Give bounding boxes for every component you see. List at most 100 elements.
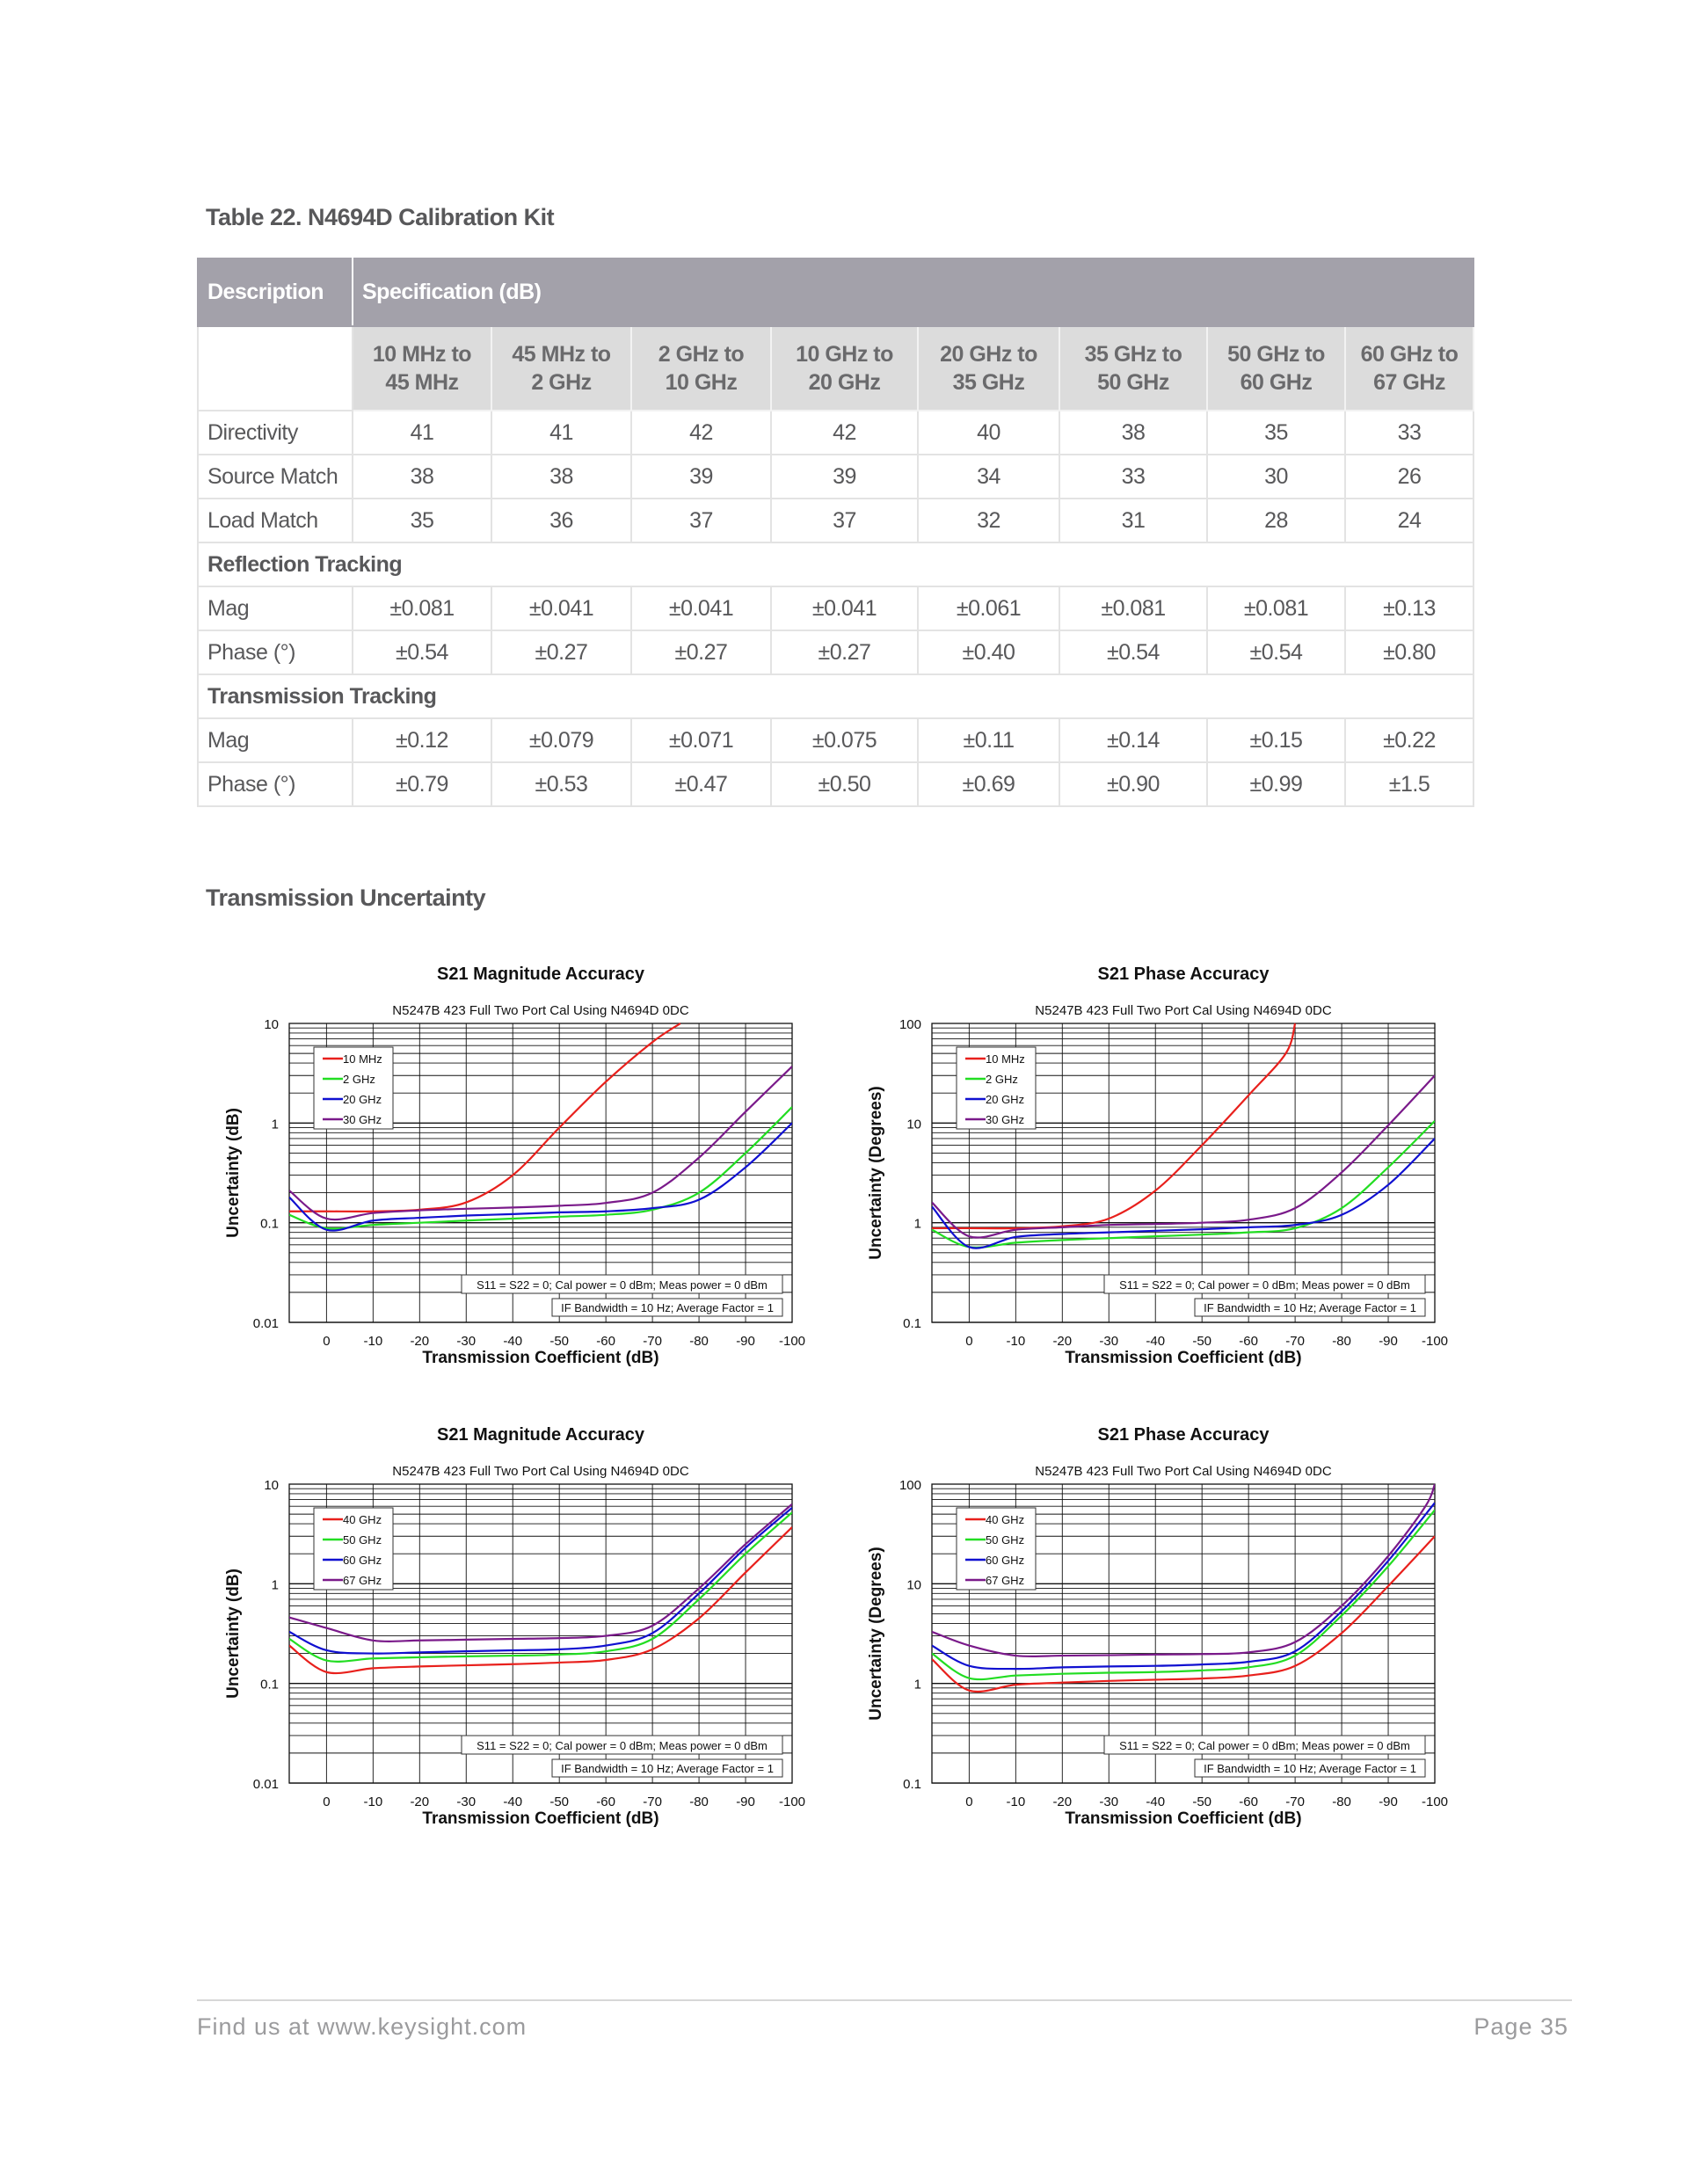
- x-tick-label: -90: [736, 1795, 755, 1809]
- spec-value: ±0.15: [1206, 717, 1346, 763]
- spec-value: ±0.69: [917, 761, 1060, 807]
- chart-title: S21 Magnitude Accuracy: [437, 1425, 645, 1445]
- y-tick-label: 0.01: [253, 1316, 279, 1331]
- x-tick-label: -10: [363, 1334, 382, 1349]
- x-axis-label: Transmission Coefficient (dB): [1065, 1349, 1301, 1367]
- annotation-box: [1194, 1298, 1426, 1317]
- y-tick-label: 1: [272, 1577, 279, 1592]
- table-row: Phase (°) ±0.54 ±0.27 ±0.27 ±0.27 ±0.40 ±0.54 ±…: [197, 630, 1475, 675]
- x-tick-label: -90: [736, 1334, 755, 1349]
- spec-value: 42: [770, 410, 919, 455]
- spec-value: 30: [1206, 454, 1346, 499]
- y-tick-label: 1: [272, 1117, 279, 1132]
- chart-title: S21 Phase Accuracy: [1098, 1425, 1270, 1445]
- series-line-20-ghz: [289, 1122, 792, 1232]
- legend-label: 20 GHz: [343, 1093, 382, 1106]
- annotation-text: S11 = S22 = 0; Cal power = 0 dBm; Meas p…: [1119, 1278, 1410, 1292]
- x-tick-label: -50: [549, 1795, 569, 1809]
- series-line-20-ghz: [932, 1138, 1435, 1249]
- annotation-box: [551, 1298, 783, 1317]
- y-tick-label: 10: [264, 1478, 279, 1493]
- row-label: Source Match: [197, 454, 353, 499]
- s21-phase-chart-low-freq: S21 Phase Accuracy N5247B 423 Full Two Po…: [867, 965, 1448, 1367]
- x-tick-label: -20: [1052, 1795, 1072, 1809]
- series-line-2-ghz: [289, 1106, 792, 1230]
- y-tick-label: 1: [914, 1217, 921, 1232]
- blank-header-cell: [197, 325, 353, 411]
- spec-value: ±1.5: [1343, 761, 1475, 807]
- spec-value: 36: [491, 498, 632, 543]
- x-axis-label: Transmission Coefficient (dB): [422, 1349, 658, 1367]
- annotation-text: IF Bandwidth = 10 Hz; Average Factor = 1: [1204, 1301, 1416, 1314]
- footer-divider: [197, 1999, 1572, 2001]
- y-tick-label: 10: [906, 1577, 921, 1592]
- legend-label: 10 MHz: [986, 1052, 1025, 1066]
- y-tick-label: 0.1: [260, 1678, 279, 1693]
- spec-value: ±0.40: [917, 630, 1060, 675]
- x-tick-label: 0: [965, 1334, 972, 1349]
- legend-label: 2 GHz: [986, 1073, 1018, 1086]
- spec-value: ±0.27: [491, 630, 632, 675]
- column-header: 10 GHz to 20 GHz: [770, 325, 919, 411]
- x-tick-label: -60: [1239, 1334, 1258, 1349]
- x-tick-label: -20: [1052, 1334, 1072, 1349]
- y-axis-label: Uncertainty (Degrees): [867, 1086, 885, 1259]
- section-title: Transmission Uncertainty: [206, 885, 486, 911]
- x-tick-label: -100: [779, 1795, 805, 1809]
- chart-subtitle: N5247B 423 Full Two Port Cal Using N4694…: [1035, 1464, 1332, 1479]
- annotation-box: [1103, 1735, 1426, 1755]
- y-axis-label: Uncertainty (dB): [224, 1569, 243, 1699]
- y-tick-label: 0.1: [903, 1316, 921, 1331]
- x-tick-label: -100: [1422, 1334, 1448, 1349]
- column-header: 35 GHz to 50 GHz: [1059, 325, 1208, 411]
- legend: 10 MHz 2 GHz 20 GHz 30 GHz: [313, 1046, 394, 1130]
- series-line-60-ghz: [932, 1502, 1435, 1671]
- spec-value: ±0.54: [1206, 630, 1346, 675]
- spec-value: 26: [1343, 454, 1475, 499]
- spec-value: ±0.50: [770, 761, 919, 807]
- table-row: Directivity 41 41 42 42 40 38 35 33: [197, 410, 1475, 455]
- footer-website-link[interactable]: Find us at www.keysight.com: [197, 2013, 528, 2040]
- x-tick-label: -40: [503, 1795, 522, 1809]
- calibration-kit-table: Description Specification (dB) 10 MHz to…: [196, 258, 1475, 807]
- header-description: Description: [197, 258, 353, 327]
- grid: [289, 1023, 792, 1323]
- series-line-30-ghz: [932, 1074, 1435, 1239]
- spec-value: ±0.27: [770, 630, 919, 675]
- series-line-50-ghz: [932, 1509, 1435, 1681]
- legend-box: [313, 1046, 394, 1130]
- chart-subtitle: N5247B 423 Full Two Port Cal Using N4694…: [392, 1464, 689, 1479]
- series-line-40-ghz: [932, 1535, 1435, 1693]
- y-tick-label: 10: [906, 1117, 921, 1132]
- spec-value: ±0.14: [1059, 717, 1208, 763]
- x-tick-label: -60: [596, 1334, 615, 1349]
- spec-value: 32: [917, 498, 1060, 543]
- x-tick-label: 0: [323, 1795, 330, 1809]
- x-tick-label: -80: [1332, 1334, 1351, 1349]
- spec-value: ±0.12: [352, 717, 492, 763]
- x-tick-label: -70: [643, 1795, 662, 1809]
- row-label: Mag: [197, 717, 353, 763]
- spec-value: ±0.11: [917, 717, 1060, 763]
- legend: 10 MHz 2 GHz 20 GHz 30 GHz: [956, 1046, 1037, 1130]
- spec-value: 37: [630, 498, 772, 543]
- x-tick-label: -20: [410, 1334, 429, 1349]
- y-tick-label: 0.1: [260, 1217, 279, 1232]
- column-header: 2 GHz to 10 GHz: [630, 325, 772, 411]
- plot-frame: [931, 1483, 1436, 1784]
- column-header: 20 GHz to 35 GHz: [917, 325, 1060, 411]
- legend-label: 67 GHz: [343, 1574, 382, 1587]
- series-line-2-ghz: [932, 1120, 1435, 1249]
- x-tick-label: -40: [503, 1334, 522, 1349]
- annotation-text: IF Bandwidth = 10 Hz; Average Factor = 1: [1204, 1762, 1416, 1775]
- x-tick-label: -30: [1099, 1334, 1118, 1349]
- annotation-text: S11 = S22 = 0; Cal power = 0 dBm; Meas p…: [477, 1278, 768, 1292]
- spec-value: ±0.081: [352, 586, 492, 631]
- series-line-30-ghz: [289, 1066, 792, 1221]
- x-tick-label: -70: [1285, 1795, 1305, 1809]
- x-tick-label: -60: [596, 1795, 615, 1809]
- legend-box: [956, 1507, 1037, 1591]
- spec-value: 37: [770, 498, 919, 543]
- x-tick-label: -10: [1006, 1334, 1025, 1349]
- column-header: 50 GHz to 60 GHz: [1206, 325, 1346, 411]
